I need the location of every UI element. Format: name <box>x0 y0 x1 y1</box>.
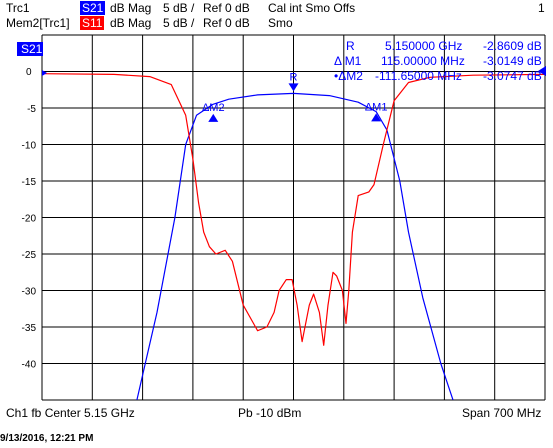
marker-r-label[interactable]: R <box>346 39 355 53</box>
ref-level-arrow-left <box>42 70 47 76</box>
trace1-ref[interactable]: Ref 0 dB <box>203 1 250 15</box>
footer-right[interactable]: Span 700 MHz <box>462 406 542 420</box>
y-tick-label: -35 <box>22 323 37 334</box>
marker-m2-y: -3.0747 dB <box>483 69 542 83</box>
trace2-param-tag[interactable]: S11 <box>80 16 105 30</box>
s21-label-box[interactable] <box>17 42 43 56</box>
footer-center[interactable]: Pb -10 dBm <box>238 406 302 420</box>
ref-level-arrow-right <box>538 66 546 76</box>
marker-m1-triangle <box>371 113 382 122</box>
marker-m2-text: ΔM2 <box>202 102 225 114</box>
marker-m1-y: -3.0149 dB <box>483 54 542 68</box>
trace2-name[interactable]: Mem2[Trc1] <box>6 16 70 30</box>
footer-left[interactable]: Ch1 fb Center 5.15 GHz <box>6 406 135 420</box>
marker-m1-x: 115.00000 MHz <box>381 54 465 68</box>
marker-r-x: 5.150000 GHz <box>385 39 462 53</box>
marker-m1-label[interactable]: Δ M1 <box>334 54 362 68</box>
trace1-format[interactable]: dB Mag <box>110 1 152 15</box>
y-tick-label: -5 <box>27 104 36 115</box>
trace1-name[interactable]: Trc1 <box>6 1 30 15</box>
marker-r-text: R <box>290 71 298 83</box>
trace1-param-tag[interactable]: S21 <box>80 1 106 15</box>
plot-grid <box>41 34 546 401</box>
trace1-cal[interactable]: Cal int Smo Offs <box>268 1 356 15</box>
s21-label[interactable]: S21 <box>21 42 43 56</box>
trace2-scale[interactable]: 5 dB / <box>163 16 195 30</box>
trace2-ref[interactable]: Ref 0 dB <box>203 16 250 30</box>
trace-s11 <box>42 73 545 346</box>
channel-number: 1 <box>538 1 545 15</box>
marker-m2-triangle <box>208 113 219 122</box>
marker-m2-x: -111.65000 MHz <box>375 69 462 83</box>
y-tick-label: -20 <box>22 214 37 225</box>
y-tick-label: -40 <box>22 360 37 371</box>
marker-m1-text: ΔM1 <box>365 101 388 113</box>
markers: R ΔM1 ΔM2 <box>202 71 388 122</box>
y-tick-label: -10 <box>22 141 37 152</box>
trace-s21 <box>136 92 454 400</box>
trace1-scale[interactable]: 5 dB / <box>163 1 195 15</box>
y-tick-label: -15 <box>22 177 37 188</box>
y-tick-label: -25 <box>22 250 37 261</box>
marker-table: R 5.150000 GHz -2.8609 dB Δ M1 115.00000… <box>334 39 542 83</box>
y-tick-label: -30 <box>22 287 37 298</box>
ref-level-label: 0 <box>26 67 32 78</box>
marker-r-y: -2.8609 dB <box>483 39 542 53</box>
marker-m2-label[interactable]: •ΔM2 <box>334 69 363 83</box>
trace2-smo[interactable]: Smo <box>268 16 293 30</box>
trace2-format[interactable]: dB Mag <box>110 16 152 30</box>
y-axis-labels: -5 -10 -15 -20 -25 -30 -35 -40 <box>22 104 37 371</box>
marker-r-triangle <box>288 83 299 92</box>
timestamp: 9/13/2016, 12:21 PM <box>0 433 94 444</box>
traces <box>42 73 545 400</box>
